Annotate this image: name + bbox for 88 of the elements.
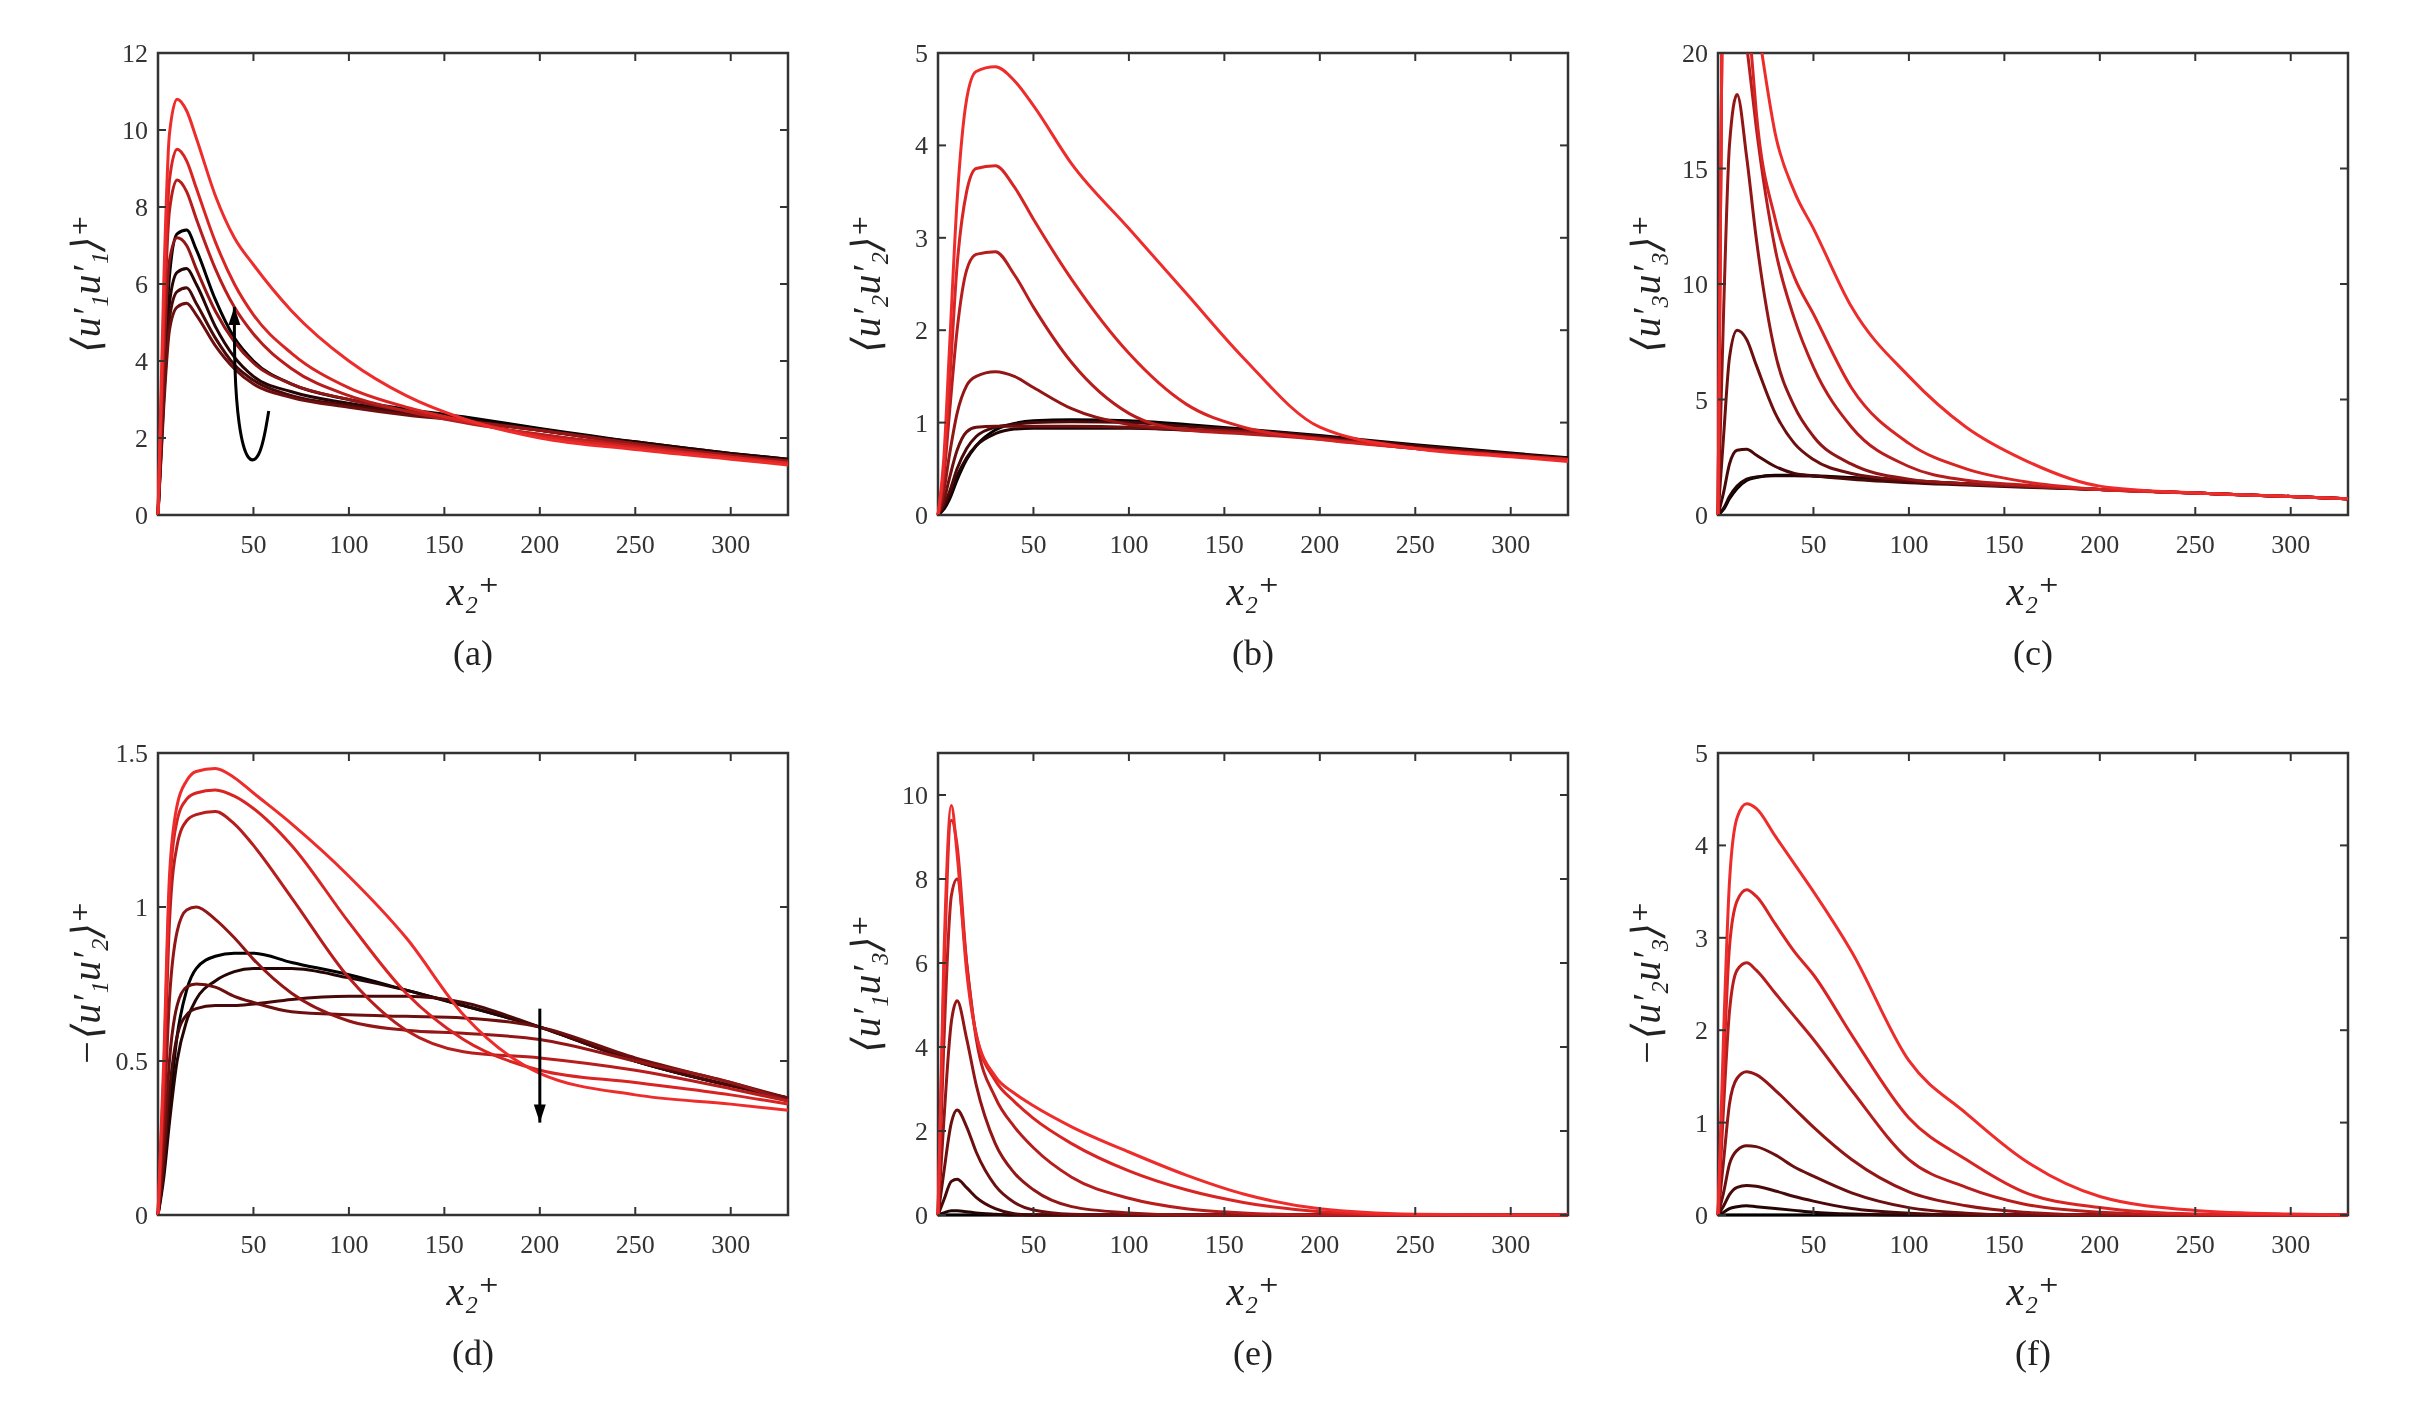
y-axis-title: ⟨u′₃u′₃⟩⁺ xyxy=(1624,215,1669,353)
y-tick-label: 4 xyxy=(915,1033,928,1062)
x-tick-label: 200 xyxy=(520,530,560,559)
y-axis-title: −⟨u′₂u′₃⟩⁺ xyxy=(1624,901,1669,1067)
x-tick-label: 300 xyxy=(2271,1230,2311,1259)
text: (c) xyxy=(2013,633,2053,673)
x-tick-label: 250 xyxy=(615,1230,655,1259)
x-tick-label: 150 xyxy=(1204,530,1244,559)
y-tick-label: 2 xyxy=(135,424,148,453)
x-tick-label: 300 xyxy=(1491,1230,1531,1259)
x-tick-label: 250 xyxy=(615,530,655,559)
x-tick-label: 150 xyxy=(1984,530,2024,559)
y-tick-label: 1 xyxy=(135,893,148,922)
x-tick-label: 200 xyxy=(1300,1230,1340,1259)
y-tick-label: 2 xyxy=(915,1117,928,1146)
y-tick-label: 0 xyxy=(1695,501,1708,530)
y-tick-label: 0 xyxy=(1695,1201,1708,1230)
text: (a) xyxy=(453,633,493,673)
y-tick-label: 1.5 xyxy=(115,739,148,768)
text: (b) xyxy=(1232,633,1274,673)
x-tick-label: 200 xyxy=(2080,530,2120,559)
y-tick-label: 3 xyxy=(915,223,928,253)
x-tick-label: 150 xyxy=(1984,1230,2024,1259)
y-tick-label: 2 xyxy=(1695,1016,1708,1046)
x-tick-label: 200 xyxy=(1300,530,1340,559)
x-tick-label: 100 xyxy=(1109,1230,1149,1259)
x-tick-label: 50 xyxy=(240,530,267,559)
y-tick-label: 0 xyxy=(915,501,928,530)
y-tick-label: 1 xyxy=(1695,1108,1708,1138)
y-tick-label: 10 xyxy=(902,781,928,810)
y-tick-label: 5 xyxy=(1695,385,1708,415)
x-tick-label: 50 xyxy=(1800,530,1827,559)
x-tick-label: 250 xyxy=(2175,1230,2215,1259)
x-axis-title: x₂⁺ xyxy=(445,1269,500,1314)
y-tick-label: 10 xyxy=(122,116,148,145)
x-tick-label: 150 xyxy=(1204,1230,1244,1259)
x-tick-label: 200 xyxy=(2080,1230,2120,1259)
x-tick-label: 50 xyxy=(1020,530,1047,559)
y-tick-label: 6 xyxy=(135,270,148,299)
y-tick-label: 0 xyxy=(915,1201,928,1230)
x-tick-label: 50 xyxy=(1800,1230,1827,1259)
x-axis-title: x₂⁺ xyxy=(445,569,500,614)
x-tick-label: 250 xyxy=(1395,530,1435,559)
x-tick-label: 300 xyxy=(711,530,751,559)
y-tick-label: 8 xyxy=(915,865,928,894)
x-tick-label: 100 xyxy=(1109,530,1149,559)
y-tick-label: 6 xyxy=(915,949,928,978)
x-axis-title: x₂⁺ xyxy=(2005,1269,2060,1314)
x-axis-title: x₂⁺ xyxy=(1225,569,1280,614)
x-axis-title: x₂⁺ xyxy=(1225,1269,1280,1314)
x-axis-title: x₂⁺ xyxy=(2005,569,2060,614)
x-tick-label: 250 xyxy=(1395,1230,1435,1259)
y-axis-title: −⟨u′₁u′₂⟩⁺ xyxy=(64,901,109,1067)
x-tick-label: 300 xyxy=(2271,530,2311,559)
y-tick-label: 10 xyxy=(1682,270,1708,299)
y-axis-title: ⟨u′₁u′₁⟩⁺ xyxy=(64,215,109,353)
text: (f) xyxy=(2015,1333,2051,1373)
x-tick-label: 50 xyxy=(240,1230,267,1259)
x-tick-label: 150 xyxy=(424,530,464,559)
text: (d) xyxy=(452,1333,494,1373)
x-tick-label: 100 xyxy=(329,530,369,559)
x-tick-label: 100 xyxy=(1889,530,1929,559)
x-tick-label: 50 xyxy=(1020,1230,1047,1259)
text: (e) xyxy=(1233,1333,1273,1373)
y-tick-label: 4 xyxy=(135,347,148,376)
x-tick-label: 250 xyxy=(2175,530,2215,559)
x-tick-label: 300 xyxy=(1491,530,1531,559)
x-tick-label: 200 xyxy=(520,1230,560,1259)
y-tick-label: 1 xyxy=(915,408,928,438)
y-axis-title: ⟨u′₁u′₃⟩⁺ xyxy=(844,915,889,1053)
y-tick-label: 15 xyxy=(1682,154,1708,184)
y-tick-label: 4 xyxy=(1695,831,1708,861)
y-tick-label: 12 xyxy=(122,39,148,68)
x-tick-label: 100 xyxy=(1889,1230,1929,1259)
y-tick-label: 8 xyxy=(135,193,148,222)
y-tick-label: 0 xyxy=(135,1201,148,1230)
x-tick-label: 150 xyxy=(424,1230,464,1259)
y-tick-label: 3 xyxy=(1695,923,1708,953)
y-tick-label: 20 xyxy=(1682,39,1708,68)
y-tick-label: 5 xyxy=(915,39,928,68)
y-tick-label: 0 xyxy=(135,501,148,530)
y-tick-label: 5 xyxy=(1695,739,1708,768)
x-tick-label: 100 xyxy=(329,1230,369,1259)
y-axis-title: ⟨u′₂u′₂⟩⁺ xyxy=(844,215,889,353)
x-tick-label: 300 xyxy=(711,1230,751,1259)
y-tick-label: 4 xyxy=(915,131,928,161)
y-tick-label: 0.5 xyxy=(115,1047,148,1076)
y-tick-label: 2 xyxy=(915,316,928,346)
